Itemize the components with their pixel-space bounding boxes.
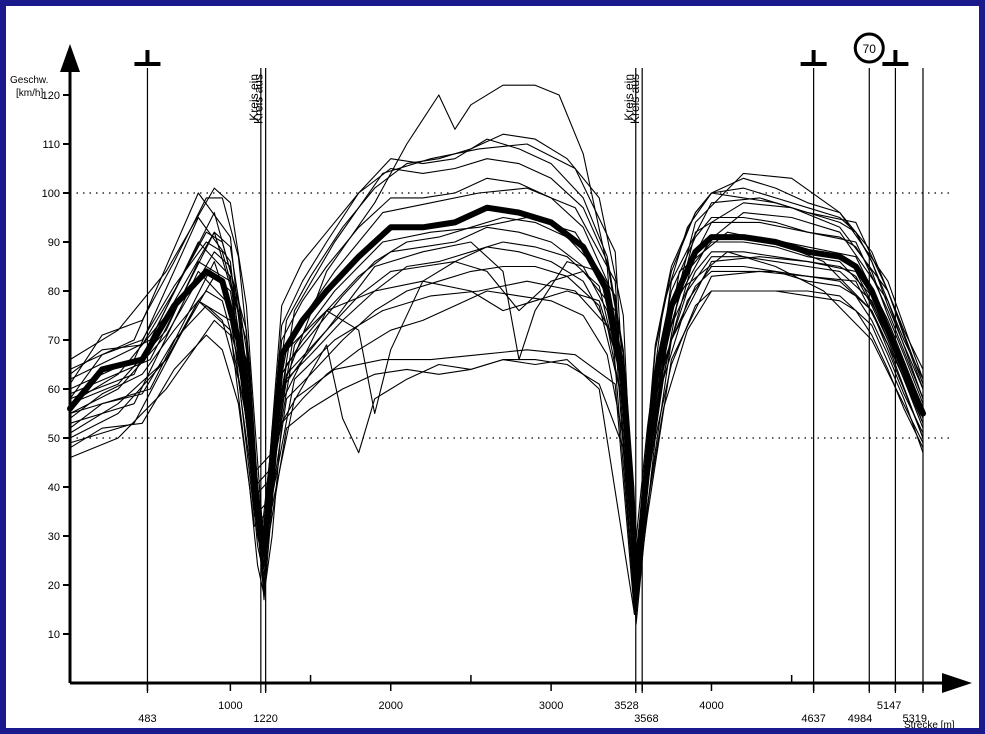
- run-line-8: [69, 265, 924, 596]
- run-line-19: [69, 202, 924, 611]
- marker-label-2: Kreis aus: [252, 74, 266, 124]
- x-axis-arrow-icon: [942, 673, 972, 693]
- y-axis-title-line2: [km/h]: [16, 88, 43, 99]
- x-tick-label-2000: 2000: [378, 700, 402, 712]
- run-line-3: [69, 177, 924, 596]
- y-tick-label-90: 90: [48, 237, 60, 249]
- y-tick-label-70: 70: [48, 335, 60, 347]
- run-line-1: [69, 158, 924, 586]
- run-line-18: [69, 212, 924, 615]
- x-tick-label-1000: 1000: [218, 700, 242, 712]
- y-tick-label-40: 40: [48, 482, 60, 494]
- x-tick-label-483: 483: [138, 713, 156, 725]
- y-axis-arrow-icon: [60, 44, 80, 72]
- y-tick-label-80: 80: [48, 286, 60, 298]
- run-line-10: [69, 290, 924, 606]
- x-tick-label-4637: 4637: [801, 713, 825, 725]
- marker-label-3: Kreis ein: [622, 74, 636, 121]
- run-line-13: [69, 256, 924, 606]
- y-tick-label-20: 20: [48, 580, 60, 592]
- mean-speed-line: [67, 204, 926, 598]
- run-line-5: [69, 138, 924, 576]
- chart-frame: Kreis ein Kreis aus Kreis ein Kreis aus 70 1…: [6, 6, 979, 728]
- marker-label-4: Kreis aus: [628, 74, 642, 124]
- x-tick-label-5319: 5319: [903, 713, 927, 725]
- x-tick-label-4000: 4000: [699, 700, 723, 712]
- y-tick-label-30: 30: [48, 531, 60, 543]
- y-tick-label-10: 10: [48, 629, 60, 641]
- run-line-20: [69, 241, 924, 596]
- run-line-9: [69, 133, 924, 557]
- x-tick-label-4984: 4984: [848, 713, 872, 725]
- speed-limit-sign-icon: [853, 32, 885, 64]
- speed-limit-label: 70: [863, 42, 877, 56]
- y-tick-label-50: 50: [48, 433, 60, 445]
- x-tick-label-3000: 3000: [539, 700, 563, 712]
- x-tick-label-3528: 3528: [614, 700, 638, 712]
- run-line-15: [69, 270, 924, 615]
- x-axis-title: Strecke [m]: [904, 720, 955, 728]
- y-tick-label-100: 100: [42, 188, 60, 200]
- run-line-17: [69, 84, 924, 606]
- run-line-4: [69, 290, 924, 625]
- x-tick-label-3568: 3568: [634, 713, 658, 725]
- x-tick-label-5147: 5147: [877, 700, 901, 712]
- y-tick-label-110: 110: [42, 139, 60, 151]
- marker-label-1: Kreis ein: [247, 74, 261, 121]
- y-axis-title-line1: Geschw.: [10, 75, 48, 86]
- run-line-21: [69, 231, 924, 596]
- x-tick-label-1220: 1220: [253, 713, 277, 725]
- y-tick-label-120: 120: [42, 90, 60, 102]
- y-tick-label-60: 60: [48, 384, 60, 396]
